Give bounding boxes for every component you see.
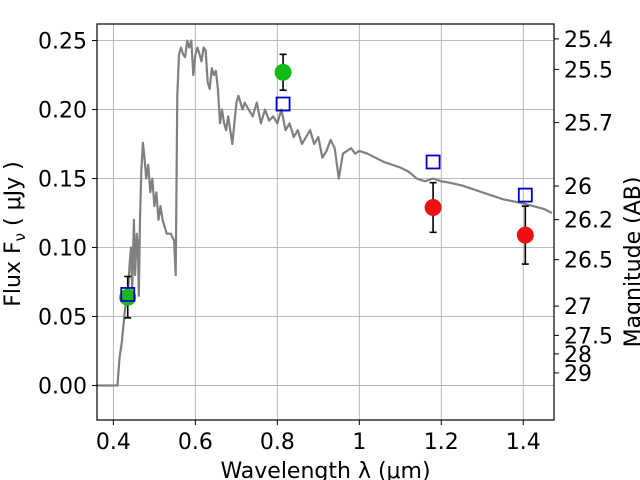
data-point-green-1 (274, 63, 292, 81)
right-tick-label-5: 26.5 (564, 249, 613, 274)
x-axis-label: Wavelength λ (μm) (220, 459, 430, 480)
data-markers-layer (119, 53, 534, 319)
x-tick-label-2: 0.8 (260, 430, 295, 455)
model-flux-square-0 (120, 287, 136, 302)
x-tick-label-0: 0.4 (96, 430, 131, 455)
grid-lines (97, 24, 554, 420)
right-tick-label-8: 28 (564, 343, 592, 368)
data-point-red-0 (424, 199, 442, 217)
y-tick-label-3: 0.15 (38, 168, 87, 193)
right-tick-label-9: 29 (564, 362, 592, 387)
model-flux-square-3 (517, 187, 533, 203)
y-tick-label-4: 0.20 (38, 99, 87, 124)
right-tick-label-0: 25.4 (564, 28, 613, 53)
right-tick-label-7: 27.5 (564, 324, 613, 349)
right-tick-label-6: 27 (564, 295, 592, 320)
model-spectrum-layer (97, 39, 553, 387)
y-axis-ticks: 0.00 0.05 0.10 0.15 0.20 0.25 (38, 30, 97, 400)
x-tick-label-3: 1 (352, 430, 366, 455)
y-axis-label: Flux Fν ( μJy ) (1, 161, 29, 306)
right-axis-label: Magnitude (AB) (621, 177, 640, 348)
plot-frame (96, 23, 555, 421)
x-axis-ticks: 0.4 0.6 0.8 1 1.2 1.4 (96, 420, 541, 455)
model-flux-square-2 (425, 154, 441, 170)
right-tick-label-3: 26 (564, 175, 592, 200)
y-tick-label-1: 0.05 (38, 306, 87, 331)
y-tick-label-0: 0.00 (38, 375, 87, 400)
y-tick-label-5: 0.25 (38, 30, 87, 55)
data-point-red-1 (516, 226, 534, 244)
x-tick-label-1: 0.6 (178, 430, 213, 455)
x-tick-label-4: 1.2 (424, 430, 459, 455)
right-tick-label-4: 26.2 (564, 209, 613, 234)
right-tick-label-1: 25.5 (564, 58, 613, 83)
x-tick-label-5: 1.4 (506, 430, 541, 455)
model-flux-square-1 (275, 96, 291, 112)
y-tick-label-2: 0.10 (38, 237, 87, 262)
right-tick-label-2: 25.7 (564, 112, 613, 137)
model-spectrum-line (97, 39, 553, 387)
